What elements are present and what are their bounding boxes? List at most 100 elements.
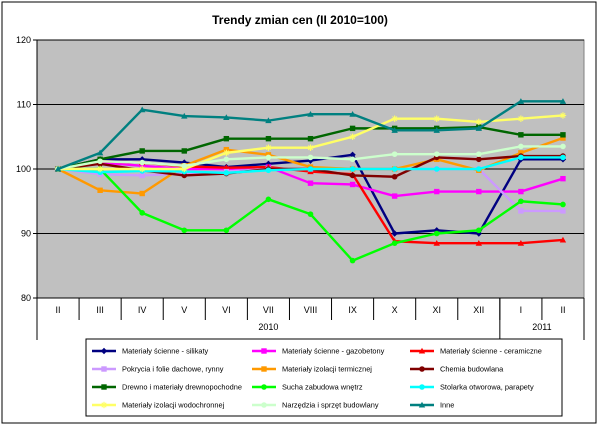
data-point-stroke [101,402,107,408]
legend-item: Sucha zabudowa wnętrz [252,383,363,392]
data-point [181,148,187,154]
data-point-stroke [560,112,566,119]
data-point [307,154,314,161]
data-point-stroke [223,150,229,156]
legend-label: Narzędzia i sprzęt budowlany [282,401,379,410]
data-point [96,165,104,173]
data-point [349,257,356,264]
data-point [265,135,272,142]
data-point [138,165,146,173]
data-point [559,112,567,119]
data-point [391,166,398,172]
legend-item: Materiały ścienne - silikaty [92,347,209,356]
data-point [419,384,425,390]
data-point-stroke [97,166,103,172]
data-point [349,125,356,132]
data-point [391,230,398,237]
y-tick-label: 90 [21,229,31,239]
chart-title: Trendy zmian cen (II 2010=100) [212,13,388,27]
data-point [223,170,230,176]
data-point [139,210,145,216]
x-tick-label: I [520,305,523,315]
x-tick-label: VIII [304,305,318,315]
data-point [559,98,567,104]
data-point [518,143,524,150]
legend-label: Materiały ścienne - ceramiczne [440,347,542,356]
data-point-stroke [139,166,145,172]
legend-item: Chemia budowlana [410,365,504,374]
data-point [476,156,482,163]
data-point [560,135,566,141]
data-point [139,159,145,166]
data-point [97,158,103,165]
data-point [419,366,425,372]
data-point [223,135,230,142]
legend-label: Materiały ścienne - silikaty [122,347,209,356]
data-point-stroke [476,119,482,125]
data-point [307,110,314,117]
legend-item: Narzędzia i sprzęt budowlany [252,401,379,410]
data-point [391,193,398,199]
data-point [349,166,356,172]
data-point [265,167,272,174]
legend-label: Stolarka otworowa, parapety [440,383,534,392]
legend-box [85,338,563,417]
x-tick-label: IV [138,305,147,315]
legend: Materiały ścienne - silikaty Materiały śc… [85,338,563,417]
data-point [391,173,398,180]
data-point [265,196,272,203]
data-point [433,166,440,172]
data-point [391,240,398,246]
data-point [517,115,525,122]
data-point-stroke [307,145,314,151]
legend-label: Drewno i materiały drewnopochodne [122,383,242,392]
data-point [265,154,272,161]
data-point [307,211,314,217]
data-point [261,384,267,390]
legend-item: Stolarka otworowa, parapety [410,383,534,392]
data-point [349,172,356,179]
legend-item: Materiały izolacji wodochronnej [92,401,225,410]
legend-label: Sucha zabudowa wnętrz [282,383,363,392]
data-point [223,114,230,120]
data-point [100,401,108,409]
data-point [307,180,314,186]
y-tick-label: 110 [17,100,31,110]
data-point [96,149,104,156]
data-point [349,151,356,159]
data-point [349,181,356,188]
x-tick-label: II [56,305,61,315]
data-point [181,227,188,234]
data-point [223,149,230,157]
legend-label: Materiały ścienne - gazobetony [282,347,385,356]
data-point [101,384,107,390]
data-point-stroke [434,116,440,122]
data-point [349,133,356,140]
data-point-stroke [518,116,524,122]
data-point [101,366,107,372]
data-point [261,402,267,408]
x-tick-label: XI [432,305,441,315]
legend-item: Drewno i materiały drewnopochodne [92,383,242,392]
data-point [181,112,188,119]
data-point [223,156,230,163]
x-tick-label: XII [473,305,484,315]
data-point [391,127,398,133]
data-point [518,132,524,138]
data-point [223,227,230,234]
data-point [265,144,272,151]
data-point [307,135,314,142]
data-point [433,115,440,122]
data-point [559,236,567,243]
legend-item: Pokrycia i folie dachowe, rynny [92,365,224,374]
data-point [476,166,482,172]
legend-item: Materiały ścienne - ceramiczne [410,347,542,356]
y-tick-label: 80 [21,293,31,303]
data-point [223,164,230,171]
data-point [476,151,482,157]
data-point [223,146,230,153]
legend-label: Materiały izolacji wodochronnej [122,401,225,410]
year-label: 2011 [532,322,551,332]
